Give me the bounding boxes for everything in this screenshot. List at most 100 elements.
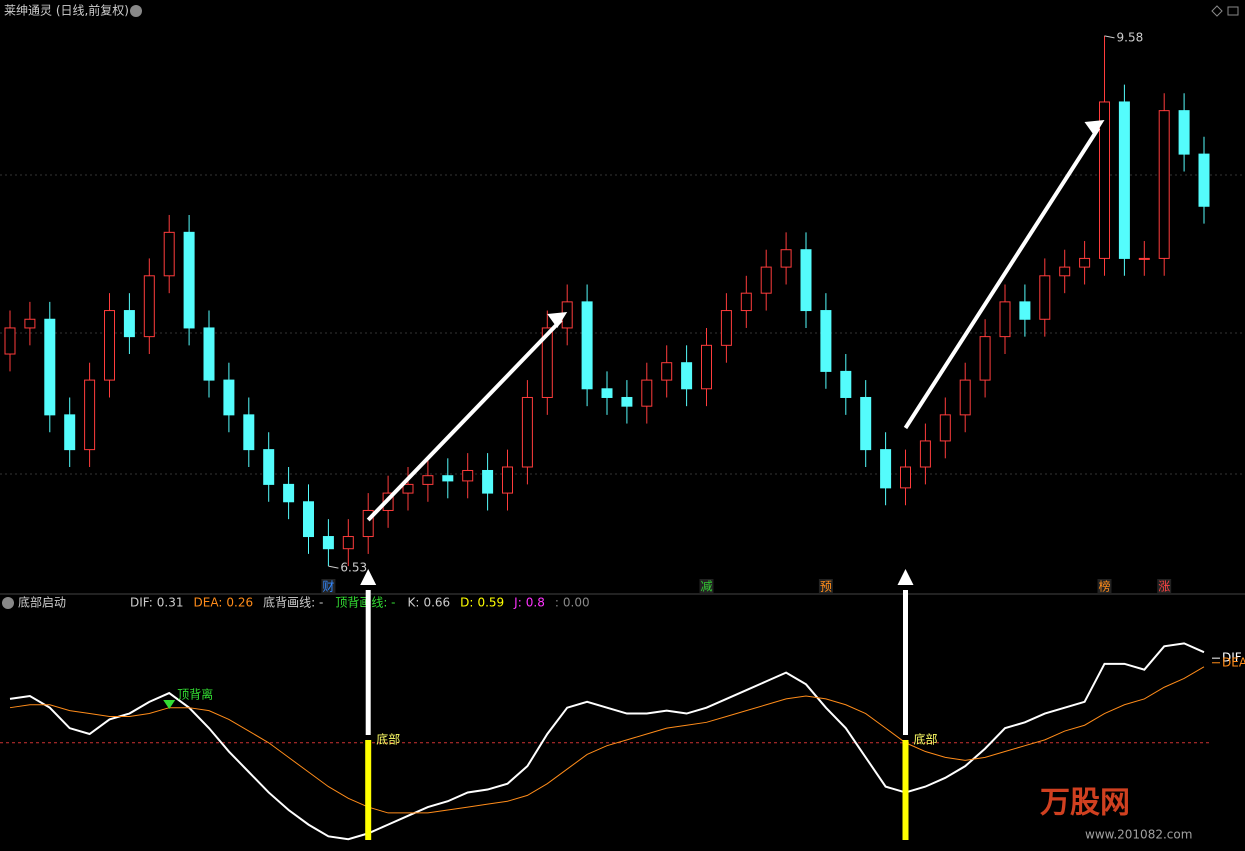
candle-body [263,449,275,485]
icon[interactable] [1211,5,1223,17]
candle-body [521,396,533,468]
candle-body [959,379,971,416]
candle-body [283,483,295,503]
annotation: 底部 [376,732,400,747]
candle-body [1079,257,1091,268]
annotation: 顶背离 [177,687,213,702]
candle-body [701,344,712,390]
legend-label: 底背画线: - [263,595,323,610]
candle-body [840,370,852,398]
icon[interactable] [1227,6,1239,16]
series-end-label: DEA [1222,655,1245,669]
candle-body [1099,101,1110,259]
candle-body [223,379,235,416]
candle-body [442,475,454,482]
legend-label: DIF: [130,596,153,610]
trend-arrow [366,318,563,522]
candle-body [661,362,673,381]
candle-body [720,310,732,346]
bottom-signal [902,740,909,840]
candle-body [123,310,135,338]
candle-body [681,362,693,390]
event-marker-box [1097,579,1112,593]
candle-body [342,536,354,550]
candle-body [1118,101,1130,259]
legend-label: J: [513,596,522,610]
candle-body [581,301,593,390]
candle-body [1059,266,1071,277]
event-marker-box [818,579,833,593]
candle-body [24,318,36,329]
indicator-line [9,666,1205,814]
window-title: 莱绅通灵 (日线,前复权) [4,3,129,18]
event-marker-box [321,579,336,593]
candle-body [183,231,195,329]
candle-body [322,536,334,550]
legend-value: 0.8 [526,596,545,610]
legend-label: D: [460,596,473,610]
event-marker: 减 [700,580,712,594]
arrow-head [1084,120,1105,136]
candle-body [880,449,892,489]
event-marker-box [699,579,714,593]
trend-arrow [903,126,1101,430]
label-leader [1104,35,1115,39]
event-marker-box [1157,579,1172,593]
divergence-marker [163,700,176,709]
indicator-line [9,642,1205,841]
candle-body [362,509,374,538]
candle-body [482,469,494,494]
candle-body [303,501,314,538]
candle-body [601,388,613,398]
candle-body [641,379,653,407]
legend-label: 顶背画线: - [335,596,395,610]
event-marker: 预 [820,580,832,594]
candle-body [422,475,434,485]
legend-label: K: [408,596,420,610]
menu-icon[interactable] [130,5,142,17]
candle-body [999,301,1011,338]
candle-body [621,396,633,407]
candle-body [760,266,772,294]
panel-title: 底部启动 [18,595,66,610]
candle-body [1158,110,1170,259]
watermark-url: www.201082.com [1085,828,1192,842]
candle-body [64,414,76,451]
label-leader [328,565,339,569]
candle-body [462,469,474,482]
candle-body [104,310,115,381]
candle-body [860,396,872,451]
candle-body [1019,301,1031,320]
event-marker: 财 [322,580,334,594]
legend-value: 0.66 [423,596,450,610]
high-label: 9.58 [1117,30,1144,44]
candle-body [163,231,175,277]
candle-body [820,310,832,372]
menu-icon[interactable] [2,597,14,609]
candle-body [919,440,931,468]
event-marker: 涨 [1158,579,1170,594]
candle-body [541,327,553,398]
low-label: 6.53 [340,561,367,575]
legend-value: 0.00 [563,596,590,610]
candle-body [1138,257,1150,260]
event-marker: 榜 [1098,579,1110,594]
candle-body [740,292,752,312]
arrow-head [547,312,568,328]
candle-body [243,414,255,451]
annotation: 底部 [914,732,938,747]
bottom-signal [365,740,372,840]
candle-body [44,318,56,416]
watermark-brand: 万股网 [1040,786,1130,821]
arrow-head [897,569,914,585]
candle-body [1198,153,1210,207]
candle-body [979,336,991,381]
legend-label: DEA: [194,596,223,610]
candle-body [800,249,812,312]
candle-body [84,379,96,451]
candle-body [4,327,16,355]
legend-value: 0.26 [226,596,253,610]
